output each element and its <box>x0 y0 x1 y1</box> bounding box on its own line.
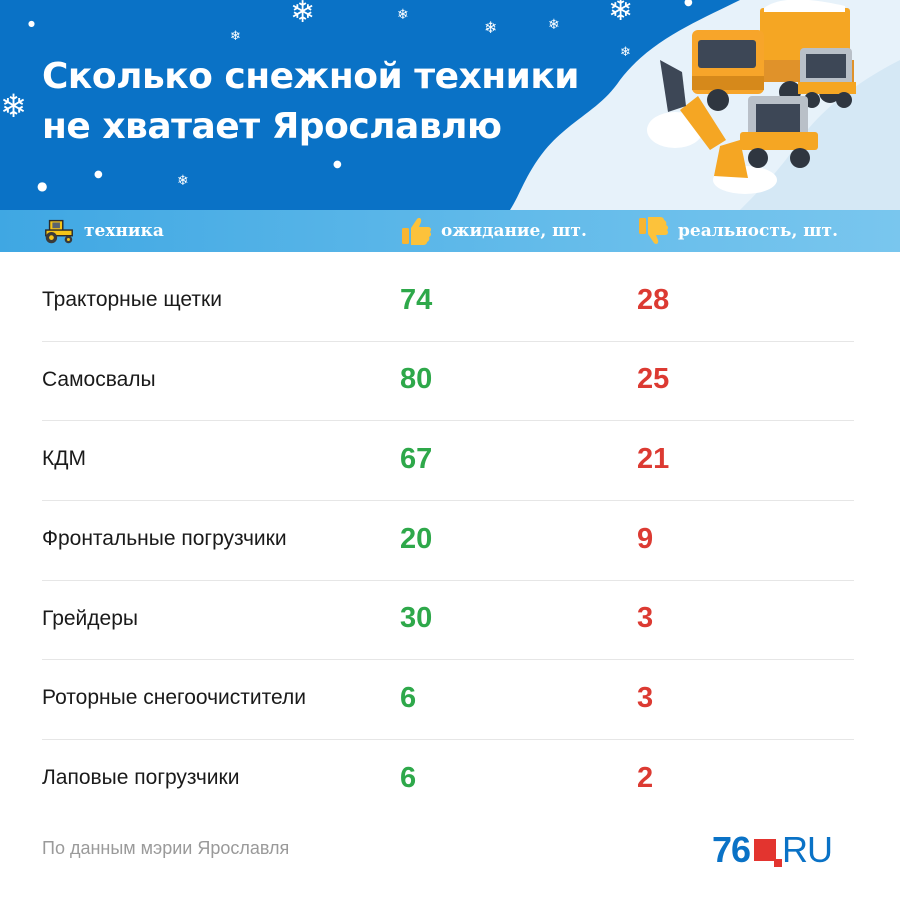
tractor-icon <box>45 219 73 244</box>
table-row: Грейдеры 30 3 <box>42 581 854 661</box>
column-header-actual: реальность, шт. <box>636 210 838 252</box>
actual-count: 21 <box>637 442 670 475</box>
table-row: Лаповые погрузчики 6 2 <box>42 740 854 819</box>
column-label: ожидание, шт. <box>441 221 587 241</box>
snowflake-icon: ❄ <box>290 0 316 30</box>
equipment-name: Самосвалы <box>42 367 156 391</box>
snowflake-icon: ❄ <box>0 87 27 125</box>
column-label: техника <box>84 221 164 241</box>
logo-number: 76 <box>712 829 751 870</box>
table-row: Тракторные щетки 74 28 <box>42 262 854 342</box>
snowflake-icon: ❄ <box>484 18 498 37</box>
snowflake-icon: ● <box>28 19 35 28</box>
table-row: КДМ 67 21 <box>42 421 854 502</box>
page-title: Сколько снежной техники не хватает Яросл… <box>42 52 642 152</box>
actual-count: 2 <box>637 761 654 794</box>
table-row: Роторные снегоочистители 6 3 <box>42 660 854 741</box>
snowflake-icon: ❄ <box>230 29 241 44</box>
expected-count: 30 <box>400 602 433 635</box>
equipment-name: Роторные снегоочистители <box>42 686 306 710</box>
thumbs-up-icon <box>402 218 432 245</box>
snowflake-icon: ❄ <box>608 0 634 28</box>
expected-count: 20 <box>400 522 433 555</box>
equipment-table: Тракторные щетки 74 28 Самосвалы 80 25 К… <box>42 262 854 819</box>
snowflake-icon: ❄ <box>548 17 560 33</box>
site-logo[interactable]: 76 RU <box>712 829 833 870</box>
actual-count: 3 <box>637 602 654 635</box>
title-line-2: не хватает Ярославлю <box>42 106 502 147</box>
table-row: Самосвалы 80 25 <box>42 342 854 422</box>
column-header-equipment: техника <box>42 210 164 252</box>
actual-count: 9 <box>637 522 654 555</box>
header: Сколько снежной техники не хватает Яросл… <box>0 0 900 210</box>
source-note: По данным мэрии Ярославля <box>42 838 290 858</box>
snowflake-icon: ❄ <box>620 45 631 60</box>
table-row: Фронтальные погрузчики 20 9 <box>42 501 854 581</box>
equipment-name: Грейдеры <box>42 606 138 630</box>
expected-count: 74 <box>400 283 433 316</box>
equipment-name: КДМ <box>42 447 86 471</box>
logo-square-icon <box>754 839 783 867</box>
equipment-name: Лаповые погрузчики <box>42 766 240 790</box>
actual-count: 25 <box>637 363 670 396</box>
expected-count: 67 <box>400 442 433 475</box>
snowflake-icon: ● <box>94 169 103 180</box>
actual-count: 3 <box>637 681 654 714</box>
expected-count: 80 <box>400 363 433 396</box>
snowflake-icon: ● <box>333 159 342 170</box>
actual-count: 28 <box>637 283 670 316</box>
snowflake-icon: ● <box>684 0 693 8</box>
snowflake-icon: ● <box>37 179 48 193</box>
equipment-name: Фронтальные погрузчики <box>42 527 287 551</box>
column-header-expected: ожидание, шт. <box>399 210 587 252</box>
title-line-1: Сколько снежной техники <box>42 56 580 97</box>
snowflake-icon: ❄ <box>177 173 189 189</box>
thumbs-down-icon <box>639 217 669 244</box>
expected-count: 6 <box>400 761 417 794</box>
table-header: техника ожидание, шт. реальность, шт. <box>0 210 900 252</box>
snowflake-icon: ❄ <box>397 7 409 23</box>
logo-text: RU <box>782 829 833 870</box>
expected-count: 6 <box>400 681 417 714</box>
snow-trucks-illustration <box>660 0 856 178</box>
column-label: реальность, шт. <box>678 221 839 241</box>
equipment-name: Тракторные щетки <box>42 288 222 311</box>
